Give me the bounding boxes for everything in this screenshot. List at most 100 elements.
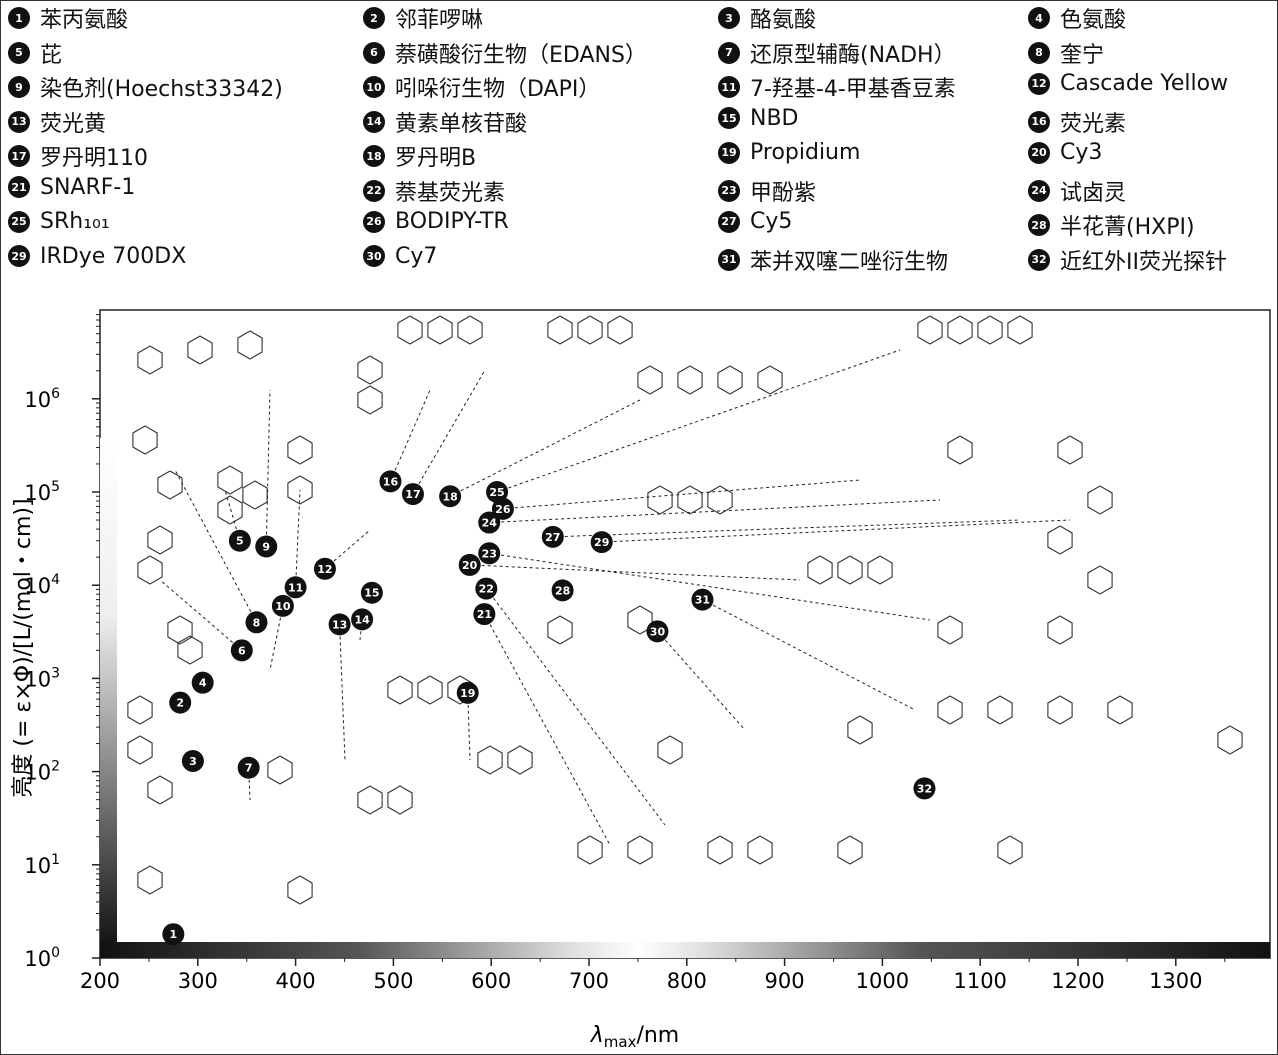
data-point-2: 2 (169, 691, 192, 714)
ring-shape (177, 635, 203, 665)
data-point-marker (255, 535, 278, 558)
data-point-7: 7 (237, 756, 260, 779)
data-point-label: 11 (288, 581, 303, 594)
data-point-label: 6 (238, 644, 246, 657)
legend-label: 色氨酸 (1060, 8, 1127, 33)
y-tick-base: 10 (24, 947, 51, 971)
legend-item-17: 17 罗丹明110 (8, 140, 148, 172)
legend-item-13: 13 荧光黄 (8, 106, 106, 138)
ring-shape (237, 330, 263, 360)
data-point-marker (486, 481, 509, 503)
ring-shape (637, 365, 663, 395)
ring-shape (357, 385, 383, 415)
data-point-label: 2 (176, 697, 184, 710)
legend-label: Cy3 (1060, 140, 1103, 165)
data-point-27: 27 (541, 525, 564, 548)
leader-line (467, 692, 471, 761)
data-point-marker (162, 923, 185, 946)
data-point-marker (379, 470, 402, 493)
ring-shape (137, 555, 163, 585)
data-point-label: 30 (650, 625, 666, 638)
legend-item-29: 29 IRDye 700DX (8, 244, 186, 269)
data-point-label: 4 (199, 677, 207, 690)
ring-shape (1047, 695, 1073, 725)
data-point-label: 25 (489, 486, 504, 499)
data-point-6: 6 (230, 639, 253, 662)
ring-shape (547, 315, 573, 345)
ring-shape (147, 775, 173, 805)
ring-shape (847, 715, 873, 745)
x-tick-label: 1000 (856, 969, 909, 993)
ring-shape (627, 835, 653, 865)
data-point-24: 24 (478, 511, 501, 534)
legend-label: 近红外II荧光探针 (1060, 249, 1227, 275)
ring-shape (267, 755, 293, 785)
legend-item-18: 18 罗丹明B (363, 140, 476, 172)
data-point-label: 1 (170, 928, 178, 941)
legend-item-24: 24 试卤灵 (1028, 175, 1126, 207)
data-point-label: 15 (364, 587, 379, 600)
ring-shape (1107, 695, 1133, 725)
legend-label: 吲哚衍生物（DAPI） (395, 77, 601, 102)
data-point-marker (191, 671, 214, 694)
legend-item-9: 9 染色剂(Hoechst33342) (8, 71, 283, 103)
data-point-17: 17 (401, 483, 424, 506)
data-point-10: 10 (271, 594, 294, 617)
legend-number-badge: 1 (8, 7, 30, 29)
ring-shape (137, 865, 163, 895)
x-tick-label: 500 (373, 969, 413, 993)
legend-label: 荧光黄 (40, 111, 107, 137)
legend-label: Cy7 (395, 243, 438, 269)
legend-label: 萘磺酸衍生物（EDANS） (395, 42, 647, 68)
x-tick-label: 700 (569, 969, 609, 993)
legend-label: SNARF-1 (40, 174, 136, 200)
leader-lines (159, 349, 1071, 846)
y-tick-label: 103 (24, 665, 60, 691)
y-tick-exponent: 1 (51, 852, 60, 868)
data-point-marker (475, 577, 498, 600)
leader-line (390, 389, 431, 482)
ring-shape (837, 835, 863, 865)
leader-line (295, 489, 301, 588)
ring-shape (987, 695, 1013, 725)
legend-item-21: 21 SNARF-1 (8, 175, 135, 200)
legend-item-12: 12 Cascade Yellow (1028, 71, 1228, 96)
data-point-marker (401, 483, 424, 506)
data-point-label: 17 (405, 488, 420, 501)
legend-item-30: 30 Cy7 (363, 244, 437, 269)
legend-item-31: 31 苯并双噻二唑衍生物 (718, 244, 948, 276)
x-tick-label: 200 (80, 969, 120, 993)
ring-shape (947, 435, 973, 465)
data-point-label: 12 (317, 563, 332, 576)
ring-shape (577, 315, 603, 345)
ring-shape (1047, 525, 1073, 555)
y-tick-base: 10 (24, 574, 51, 598)
legend-label: 半花菁(HXPI) (1060, 215, 1195, 240)
y-tick-label: 102 (24, 759, 60, 785)
data-point-marker (458, 553, 481, 576)
data-point-marker (541, 525, 564, 548)
axes: 200 300 400 500 600 700 800 900 1000 1100 1200 1300… (24, 314, 1226, 993)
legend: 1 苯丙氨酸 2 邻菲啰啉 3 酪氨酸 4 色氨酸 5 芘 6 萘磺酸衍生物（EDANS） 7 还原型辅酶… (8, 2, 1278, 282)
ring-shape (747, 835, 773, 865)
legend-label: Propidium (750, 140, 861, 165)
legend-number-badge: 13 (8, 110, 30, 133)
ring-shape (167, 615, 193, 645)
legend-number-badge: 25 (8, 210, 30, 233)
leader-line (496, 349, 901, 493)
data-point-label: 19 (460, 687, 475, 700)
legend-label: IRDye 700DX (40, 243, 187, 269)
ring-shape (577, 835, 603, 865)
legend-number-badge: 21 (8, 176, 30, 198)
legend-item-7: 7 还原型辅酶(NADH） (718, 37, 956, 69)
data-point-marker (913, 777, 936, 800)
x-tick-label: 800 (667, 969, 707, 993)
legend-number-badge: 11 (718, 76, 740, 98)
ring-shape (417, 675, 443, 705)
legend-label: 邻菲啰啉 (395, 8, 484, 33)
data-point-28: 28 (551, 579, 574, 602)
data-point-marker (271, 594, 294, 617)
x-tick-label: 1300 (1149, 969, 1202, 993)
data-point-marker (284, 576, 307, 599)
